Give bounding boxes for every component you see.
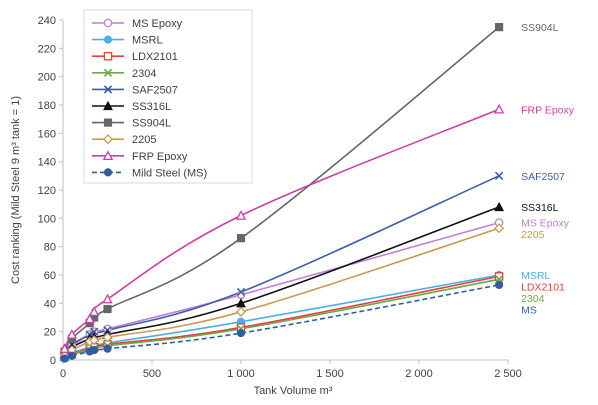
- y-tick-label: 100: [38, 213, 56, 225]
- legend-label: LDX2101: [132, 51, 178, 63]
- data-point-ss904l: [495, 22, 504, 32]
- legend-label: MSRL: [132, 35, 163, 47]
- x-tick-label: 2 500: [494, 368, 522, 380]
- legend-swatch-marker: [102, 134, 114, 145]
- legend-swatch-marker: [102, 150, 114, 161]
- legend-item-2205: 2205: [92, 134, 156, 146]
- series-line-msrl: [64, 274, 500, 358]
- y-tick-label: 160: [38, 128, 56, 140]
- y-axis-title: Cost ranking (Mild Steel 9 m³ tank = 1): [10, 96, 22, 284]
- legend-label: SS316L: [132, 101, 171, 113]
- data-point-frp-epoxy: [235, 210, 247, 220]
- data-point-mild-steel-ms: [90, 345, 99, 355]
- data-point-mild-steel-ms: [103, 344, 112, 353]
- legend-label: SAF2507: [132, 84, 178, 96]
- legend-item-ss316l: SS316L: [92, 100, 171, 113]
- data-point-saf2507: [236, 287, 246, 297]
- data-point-mild-steel-ms: [495, 280, 504, 290]
- y-tick-label: 40: [44, 298, 56, 310]
- legend-label: FRP Epoxy: [132, 151, 188, 163]
- legend-item-saf2507: SAF2507: [92, 84, 178, 96]
- data-point-2205: [494, 223, 505, 234]
- data-point-frp-epoxy: [84, 313, 95, 324]
- end-label-ss316l: SS316L: [521, 202, 559, 214]
- data-point-ss904l: [236, 234, 246, 243]
- legend-swatch-marker: [103, 118, 113, 127]
- y-tick-label: 60: [44, 270, 56, 282]
- series-line-2304: [64, 278, 500, 358]
- y-tick-label: 0: [50, 355, 56, 367]
- legend-label: 2205: [132, 134, 156, 146]
- x-axis-title: Tank Volume m³: [254, 385, 333, 397]
- y-tick-label: 80: [44, 242, 56, 254]
- y-tick-label: 20: [44, 327, 56, 339]
- data-point-saf2507: [89, 327, 99, 336]
- y-tick-label: 140: [38, 157, 56, 169]
- legend-item-mild-steel-ms: Mild Steel (MS): [92, 167, 207, 179]
- legend-swatch-marker: [103, 51, 113, 61]
- legend-swatch-marker: [103, 85, 113, 94]
- series-markers: [59, 22, 505, 363]
- data-point-mild-steel-ms: [60, 354, 69, 363]
- y-tick-label: 220: [38, 43, 56, 55]
- x-tick-label: 2 000: [405, 368, 433, 380]
- data-point-frp-epoxy: [88, 306, 100, 317]
- end-label-mild-steel-ms: MS: [521, 305, 537, 317]
- data-point-frp-epoxy: [59, 343, 70, 353]
- data-point-saf2507: [494, 171, 504, 180]
- legend-swatch-marker: [103, 168, 113, 177]
- legend: MS Epoxy MSRL LDX2101 2304 SAF2507 SS316L SS90…: [83, 9, 253, 184]
- y-tick-label: 180: [38, 100, 56, 112]
- legend-item-ldx2101: LDX2101: [92, 51, 178, 63]
- y-tick-label: 200: [38, 72, 56, 84]
- series-end-labels: SS904L FRP Epoxy SAF2507 SS316L MS Epoxy2205…: [521, 22, 575, 316]
- legend-swatch-marker: [103, 18, 113, 28]
- x-tick-label: 1 500: [316, 368, 344, 380]
- legend-item-frp-epoxy: FRP Epoxy: [92, 150, 188, 163]
- x-tick-label: 0: [60, 368, 66, 380]
- data-point-mild-steel-ms: [67, 351, 77, 360]
- series-line-ss316l: [64, 206, 500, 355]
- data-point-frp-epoxy: [493, 103, 505, 114]
- legend-item-ms-epoxy: MS Epoxy: [92, 18, 183, 30]
- data-point-frp-epoxy: [102, 293, 113, 304]
- data-point-frp-epoxy: [66, 329, 78, 339]
- end-label-saf2507: SAF2507: [521, 171, 565, 183]
- end-label-ss904l: SS904L: [521, 22, 559, 34]
- end-label-2205: 2205: [521, 229, 545, 241]
- legend-item-2304: 2304: [92, 68, 156, 80]
- end-label-2304: 2304: [521, 293, 545, 305]
- legend-label: SS904L: [132, 118, 171, 130]
- legend-item-ss904l: SS904L: [92, 118, 171, 130]
- legend-item-msrl: MSRL: [92, 35, 163, 47]
- legend-swatch-marker: [103, 68, 113, 77]
- y-tick-labels: 0 20 40 60 80 100 120 140 160 180 200 220 240: [38, 15, 63, 367]
- end-label-frp-epoxy: FRP Epoxy: [521, 104, 575, 116]
- x-tick-labels: 0 500 1 000 1 500 2 000 2 500: [60, 360, 522, 380]
- y-tick-label: 240: [38, 15, 56, 27]
- legend-label: Mild Steel (MS): [132, 167, 207, 179]
- data-point-ss904l: [103, 304, 112, 314]
- end-label-ms-epoxy: MS Epoxy: [521, 218, 570, 230]
- data-point-2205: [235, 306, 247, 317]
- end-label-msrl: MSRL: [521, 270, 550, 282]
- legend-label: 2304: [132, 68, 156, 80]
- data-point-2205: [89, 335, 100, 346]
- legend-swatch-marker: [103, 35, 113, 44]
- data-point-mild-steel-ms: [236, 328, 246, 338]
- legend-swatch-marker: [103, 100, 113, 111]
- data-point-2205: [102, 332, 113, 343]
- y-tick-label: 120: [38, 185, 56, 197]
- data-point-ss316l: [494, 201, 505, 212]
- legend-label: MS Epoxy: [132, 18, 183, 30]
- x-tick-label: 500: [143, 368, 161, 380]
- end-label-ldx2101: LDX2101: [521, 282, 565, 294]
- x-tick-label: 1 000: [227, 368, 255, 380]
